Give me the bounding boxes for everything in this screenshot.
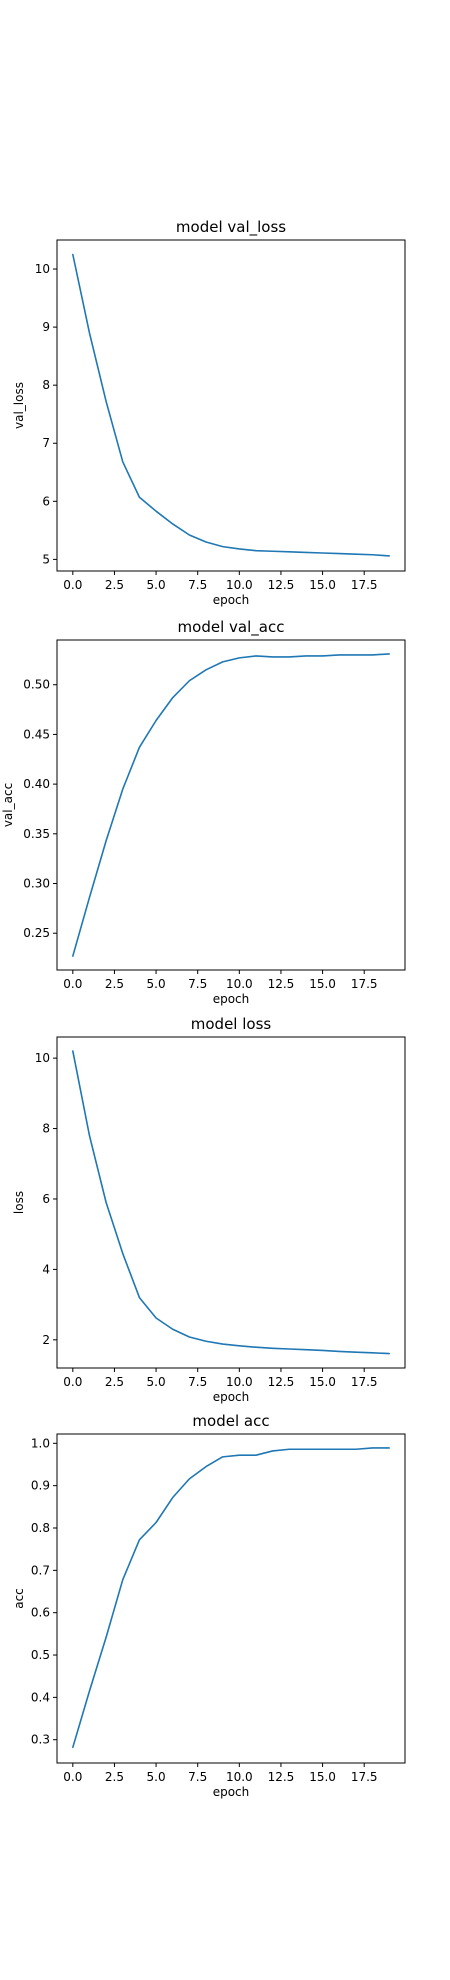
x-tick-label: 7.5 <box>188 977 207 991</box>
chart-panel-4: model acc 0.0 2.5 5.0 7.5 10.0 12.5 15.0 17.5 0.3… <box>12 1412 406 1799</box>
x-axis-label: epoch <box>213 1785 250 1799</box>
plot-frame <box>56 1036 406 1369</box>
y-tick-label: 0.45 <box>23 727 50 741</box>
series-line-1 <box>72 653 390 957</box>
x-tick-label: 15.0 <box>309 1770 336 1784</box>
x-tick-label: 17.5 <box>351 977 378 991</box>
y-axis-label: val_loss <box>12 382 26 429</box>
y-tick-label: 0.30 <box>23 877 50 891</box>
y-tick-label: 0.6 <box>31 1606 50 1620</box>
x-tick-label: 5.0 <box>147 977 166 991</box>
x-tick-label: 12.5 <box>268 1375 295 1389</box>
y-tick-label: 0.8 <box>31 1521 50 1535</box>
x-tick-label: 5.0 <box>147 578 166 592</box>
x-tick-label: 0.0 <box>63 1770 82 1784</box>
y-tick-label: 10 <box>35 262 50 276</box>
y-tick-label: 8 <box>42 1122 50 1136</box>
y-tick-label: 2 <box>42 1333 50 1347</box>
chart-title: model val_loss <box>176 218 286 237</box>
x-tick-label: 0.0 <box>63 578 82 592</box>
x-tick-label: 10.0 <box>226 1375 253 1389</box>
x-tick-label: 15.0 <box>309 578 336 592</box>
chart-panel-3: model loss 0.0 2.5 5.0 7.5 10.0 12.5 15.0 17.5 2 4… <box>12 1015 406 1404</box>
y-tick-label: 0.35 <box>23 827 50 841</box>
chart-title: model loss <box>191 1015 272 1033</box>
series-line-1 <box>72 1447 390 1749</box>
y-tick-label: 6 <box>42 1192 50 1206</box>
x-tick-label: 2.5 <box>105 1375 124 1389</box>
series-line-1 <box>72 1050 390 1355</box>
x-tick-label: 7.5 <box>188 1375 207 1389</box>
y-tick-label: 8 <box>42 378 50 392</box>
y-tick-label: 0.7 <box>31 1563 50 1577</box>
chart-panel-2: model val_acc 0.0 2.5 5.0 7.5 10.0 12.5 15.0 17.… <box>1 618 406 1006</box>
chart-title: model acc <box>192 1412 269 1430</box>
y-tick-label: 0.50 <box>23 678 50 692</box>
y-tick-label: 0.4 <box>31 1690 50 1704</box>
x-tick-label: 7.5 <box>188 1770 207 1784</box>
plot-frame <box>56 1433 406 1764</box>
x-tick-label: 5.0 <box>147 1770 166 1784</box>
x-tick-label: 10.0 <box>226 578 253 592</box>
x-tick-label: 5.0 <box>147 1375 166 1389</box>
x-tick-label: 2.5 <box>105 578 124 592</box>
y-tick-label: 10 <box>35 1051 50 1065</box>
x-tick-label: 10.0 <box>226 977 253 991</box>
chart-panel-1: model val_loss 0.0 2.5 5.0 7.5 10.0 12.5 15.0 17… <box>12 218 406 607</box>
x-tick-label: 2.5 <box>105 1770 124 1784</box>
y-tick-label: 0.40 <box>23 777 50 791</box>
x-axis-label: epoch <box>213 1390 250 1404</box>
x-axis-label: epoch <box>213 992 250 1006</box>
x-tick-label: 12.5 <box>268 1770 295 1784</box>
y-tick-label: 0.5 <box>31 1648 50 1662</box>
x-tick-label: 12.5 <box>268 977 295 991</box>
y-tick-label: 7 <box>42 436 50 450</box>
x-tick-label: 0.0 <box>63 977 82 991</box>
x-tick-label: 17.5 <box>351 1375 378 1389</box>
y-tick-label: 6 <box>42 494 50 508</box>
y-axis-label: val_acc <box>1 783 15 827</box>
x-tick-label: 17.5 <box>351 1770 378 1784</box>
series-line-1 <box>72 253 390 557</box>
x-tick-label: 10.0 <box>226 1770 253 1784</box>
y-tick-label: 9 <box>42 320 50 334</box>
y-tick-label: 0.9 <box>31 1479 50 1493</box>
y-tick-label: 5 <box>42 552 50 566</box>
y-axis-label: loss <box>12 1191 26 1214</box>
chart-title: model val_acc <box>178 618 285 637</box>
plot-frame <box>56 639 406 971</box>
x-tick-label: 2.5 <box>105 977 124 991</box>
plot-frame <box>56 239 406 572</box>
x-tick-label: 12.5 <box>268 578 295 592</box>
x-axis-label: epoch <box>213 593 250 607</box>
x-tick-label: 15.0 <box>309 977 336 991</box>
y-tick-label: 1.0 <box>31 1436 50 1450</box>
x-tick-label: 0.0 <box>63 1375 82 1389</box>
x-tick-label: 7.5 <box>188 578 207 592</box>
y-tick-label: 4 <box>42 1262 50 1276</box>
y-tick-label: 0.25 <box>23 926 50 940</box>
y-axis-label: acc <box>12 1588 26 1609</box>
y-tick-label: 0.3 <box>31 1733 50 1747</box>
x-tick-label: 15.0 <box>309 1375 336 1389</box>
x-tick-label: 17.5 <box>351 578 378 592</box>
